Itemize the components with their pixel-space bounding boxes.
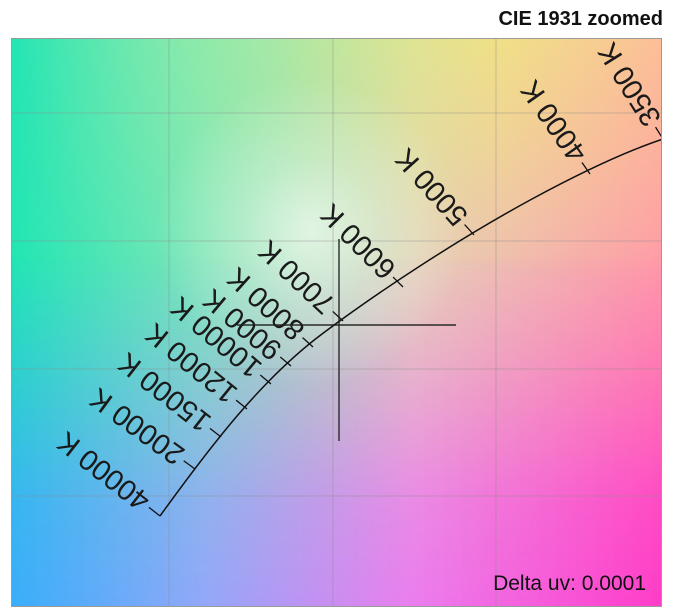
delta-uv-label: Delta uv: 0.0001 [493,572,646,595]
temperature-label: 4000 K [514,74,593,168]
temperature-tick-8: 6000 K [314,197,404,288]
temperature-tick-mark [279,356,292,367]
temperature-tick-mark [209,427,222,438]
temperature-tick-10: 4000 K [514,74,594,175]
temperature-label: 5000 K [389,141,475,231]
temperature-tick-mark [259,374,272,385]
chart-title: CIE 1931 zoomed [498,8,663,30]
temperature-label: 3500 K [592,39,662,132]
temperature-tick-mark [332,310,344,322]
grid-lines [12,39,661,606]
chromaticity-plot-area: 40000 K 20000 K 15000 K 12000 K 10000 K 9000 … [11,38,662,607]
temperature-tick-mark [302,337,314,348]
temperature-tick-mark [655,126,661,140]
temperature-tick-9: 5000 K [389,141,475,236]
temperature-tick-mark [464,224,475,236]
planckian-locus-curve [159,138,661,517]
temperature-tick-mark [183,460,196,470]
temperature-tick-mark [581,162,591,175]
temperature-tick-mark [235,399,248,410]
temperature-tick-mark [392,276,404,288]
white-point-crosshair [237,239,456,441]
temperature-tick-mark [148,506,161,517]
temperature-tick-11: 3500 K [592,39,662,140]
